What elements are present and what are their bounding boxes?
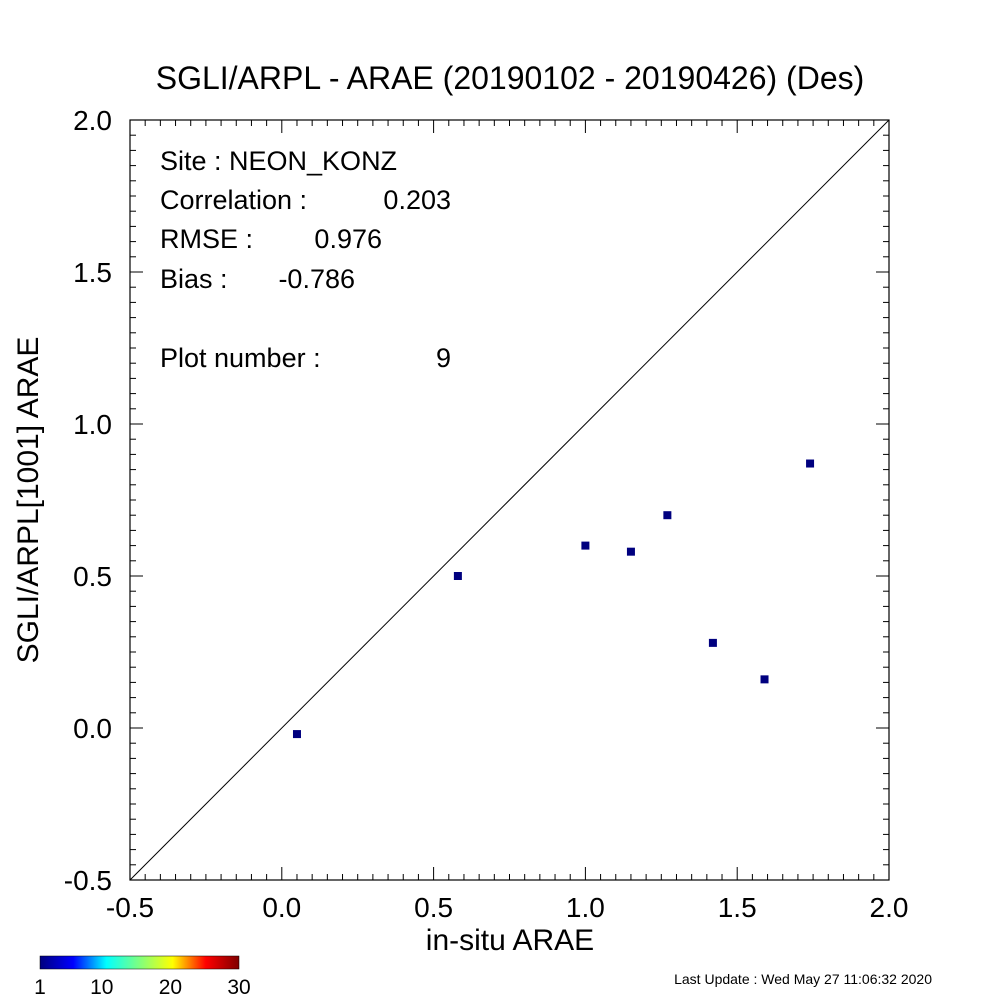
y-tick-label: -0.5 xyxy=(64,865,112,896)
data-point xyxy=(453,572,462,580)
plot-number-label: Plot number : xyxy=(160,343,321,373)
plot-number-value: 9 xyxy=(436,343,451,373)
colorbar-tick-label: 20 xyxy=(159,976,182,999)
x-axis-label: in-situ ARAE xyxy=(426,924,594,957)
axis-ticks xyxy=(129,119,890,881)
y-tick-label: 1.5 xyxy=(73,257,112,288)
colorbar xyxy=(39,955,240,970)
x-tick-label: 0.0 xyxy=(262,892,301,923)
y-tick-label: 0.0 xyxy=(73,713,112,744)
bias-value: -0.786 xyxy=(278,264,355,294)
y-tick-label: 1.0 xyxy=(73,409,112,440)
data-point xyxy=(292,730,301,739)
data-point xyxy=(581,541,590,550)
data-point xyxy=(806,459,815,468)
y-tick-labels: -0.5 0.0 0.5 1.0 1.5 2.0 xyxy=(64,105,112,896)
colorbar-tick-label: 10 xyxy=(90,976,113,999)
y-tick-label: 0.5 xyxy=(73,561,112,592)
rmse-label: RMSE : xyxy=(160,224,253,254)
x-tick-label: 1.5 xyxy=(718,892,757,923)
data-point xyxy=(626,547,635,556)
colorbar-tick-label: 30 xyxy=(227,976,250,999)
last-update-text: Last Update : Wed May 27 11:06:32 2020 xyxy=(674,971,932,987)
data-point xyxy=(760,675,769,684)
x-tick-label: 1.0 xyxy=(566,892,605,923)
data-points xyxy=(292,459,815,739)
bias-label: Bias : xyxy=(160,264,228,294)
correlation-label: Correlation : xyxy=(160,185,307,215)
site-label: Site : NEON_KONZ xyxy=(160,146,397,176)
x-tick-label: -0.5 xyxy=(106,892,154,923)
x-tick-label: 2.0 xyxy=(870,892,909,923)
stats-panel: Site : NEON_KONZ Correlation : 0.203 RMS… xyxy=(160,146,451,373)
rmse-value: 0.976 xyxy=(314,224,382,254)
one-to-one-line xyxy=(129,119,890,881)
y-tick-label: 2.0 xyxy=(73,105,112,136)
data-point xyxy=(708,638,717,647)
chart-title: SGLI/ARPL - ARAE (20190102 - 20190426) (… xyxy=(156,60,865,96)
colorbar-tick-label: 1 xyxy=(34,976,46,999)
data-point xyxy=(663,511,672,520)
correlation-value: 0.203 xyxy=(383,185,451,215)
colorbar-tick-labels: 1 10 20 30 xyxy=(34,976,251,999)
y-axis-label: SGLI/ARPL[1001] ARAE xyxy=(12,337,45,664)
x-tick-label: 0.5 xyxy=(414,892,453,923)
x-tick-labels: -0.5 0.0 0.5 1.0 1.5 2.0 xyxy=(106,892,909,923)
